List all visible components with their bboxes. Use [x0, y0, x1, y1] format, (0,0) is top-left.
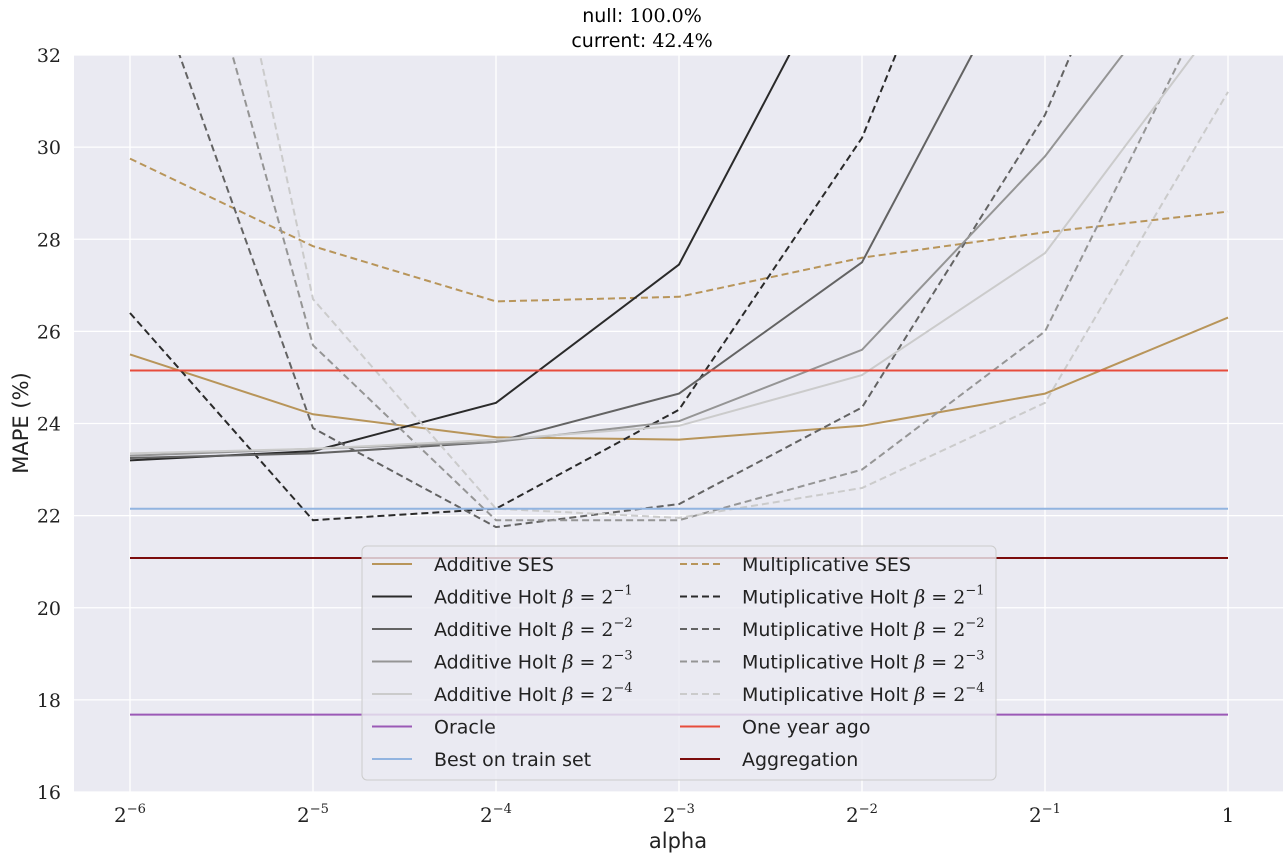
series-line-mutiplicative-holt-2 [129, 55, 897, 522]
x-axis-label: alpha [649, 829, 707, 853]
series-line-additive-holt-2 [129, 55, 1195, 455]
x-tick-label: 2−3 [663, 802, 695, 827]
y-tick-label: 22 [37, 506, 61, 528]
series-line-mutiplicative-holt-2 [178, 55, 1072, 529]
series-line-mutiplicative-holt-2 [231, 55, 1184, 522]
legend-box [361, 545, 997, 781]
legend-label-additive-holt-2: Additive Holt β = 2−4 [434, 681, 633, 706]
y-axis-tick-labels: 16 18 20 22 24 26 28 30 32 [37, 45, 61, 804]
legend-label-aggregation: Aggregation [742, 749, 858, 771]
legend-label-mutiplicative-holt-2: Mutiplicative Holt β = 2−4 [742, 681, 985, 706]
legend-label-mutiplicative-holt-2: Mutiplicative Holt β = 2−2 [742, 616, 985, 641]
y-tick-label: 26 [37, 321, 61, 343]
title-value: 100.0% [629, 5, 701, 27]
x-tick-label: 2−5 [297, 802, 329, 827]
legend-label-additive-holt-2: Additive Holt β = 2−2 [434, 616, 633, 641]
title-label: null: [582, 5, 629, 27]
legend-label-mutiplicative-holt-2: Mutiplicative Holt β = 2−1 [742, 584, 985, 609]
x-axis-tick-labels: 2−6 2−5 2−4 2−3 2−2 2−1 1 [114, 802, 1234, 827]
legend-label-multiplicative-ses: Multiplicative SES [742, 554, 911, 576]
legend-label-additive-holt-2: Additive Holt β = 2−1 [434, 584, 633, 609]
legend: Additive SES Multiplicative SES Additive H… [361, 545, 997, 781]
series-line-mutiplicative-holt-2 [258, 55, 1229, 519]
legend-label-best-on-train-set: Best on train set [434, 749, 591, 771]
legend-label-oracle: Oracle [434, 717, 496, 739]
legend-label-one-year-ago: One year ago [742, 717, 870, 739]
legend-label-additive-holt-2: Additive Holt β = 2−3 [434, 649, 633, 674]
x-tick-label: 2−1 [1029, 802, 1061, 827]
legend-label-additive-ses: Additive SES [434, 554, 554, 576]
x-tick-label: 1 [1222, 803, 1235, 827]
y-tick-label: 20 [37, 598, 61, 620]
legend-label-mutiplicative-holt-2: Mutiplicative Holt β = 2−3 [742, 649, 985, 674]
title-label: current: [571, 30, 652, 52]
y-tick-label: 30 [37, 137, 61, 159]
y-tick-label: 32 [37, 45, 61, 67]
y-axis-label: MAPE (%) [9, 372, 33, 473]
y-tick-label: 16 [37, 782, 61, 804]
series-line-multiplicative-ses [129, 157, 1229, 303]
x-tick-label: 2−6 [114, 802, 146, 827]
x-tick-label: 2−4 [480, 802, 512, 827]
y-tick-label: 18 [37, 690, 61, 712]
series-line-additive-ses [129, 316, 1229, 441]
title-current-line: current: 42.4% [571, 30, 712, 52]
title-null-line: null: 100.0% [582, 5, 702, 27]
title-value: 42.4% [652, 30, 712, 52]
series-line-additive-holt-2 [129, 55, 973, 459]
y-tick-label: 28 [37, 229, 61, 251]
x-tick-label: 2−2 [846, 802, 878, 827]
chart-title: null: 100.0% current: 42.4% [571, 5, 712, 52]
series-line-additive-holt-2 [129, 55, 791, 462]
y-tick-label: 24 [37, 414, 61, 436]
